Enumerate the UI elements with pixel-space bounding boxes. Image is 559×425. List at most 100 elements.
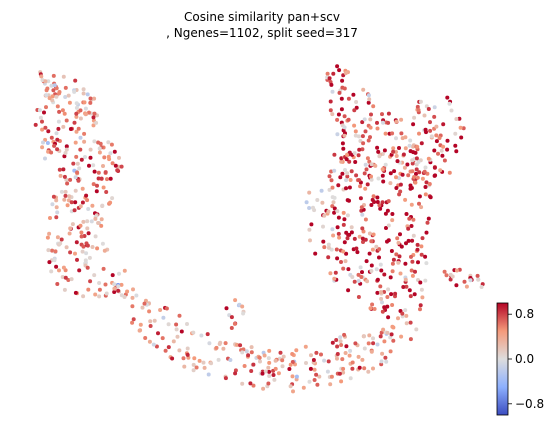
scatter-point	[110, 273, 115, 278]
scatter-point	[375, 126, 380, 131]
scatter-point	[380, 300, 384, 305]
scatter-point	[314, 350, 319, 355]
scatter-point	[404, 321, 409, 326]
scatter-point	[82, 139, 87, 144]
scatter-point	[74, 154, 79, 159]
scatter-point	[72, 89, 77, 94]
scatter-point	[194, 365, 199, 370]
scatter-point	[65, 181, 70, 186]
scatter-point	[326, 245, 331, 250]
scatter-point	[341, 146, 346, 151]
scatter-point	[342, 86, 347, 91]
scatter-point	[311, 205, 315, 210]
scatter-point	[117, 271, 121, 276]
scatter-point	[371, 366, 375, 371]
scatter-point	[90, 245, 95, 249]
scatter-point	[447, 170, 452, 175]
colorbar-gradient	[496, 302, 509, 416]
scatter-point	[349, 230, 354, 235]
scatter-point	[347, 159, 352, 164]
scatter-point	[49, 269, 54, 274]
scatter-point	[37, 108, 42, 113]
scatter-point	[353, 129, 358, 134]
scatter-point	[221, 346, 226, 351]
scatter-point	[112, 290, 117, 294]
scatter-point	[214, 345, 219, 350]
scatter-point	[95, 183, 99, 188]
scatter-point	[62, 197, 67, 202]
scatter-point	[97, 150, 102, 155]
scatter-point	[104, 190, 109, 194]
scatter-point	[119, 293, 124, 298]
scatter-point	[261, 386, 266, 391]
scatter-point	[462, 279, 467, 284]
scatter-point	[308, 366, 313, 371]
scatter-point	[341, 249, 346, 254]
scatter-point	[434, 124, 439, 129]
scatter-point	[414, 327, 419, 332]
scatter-point	[381, 327, 386, 332]
scatter-point	[346, 288, 351, 293]
scatter-point	[72, 120, 77, 125]
scatter-point	[409, 268, 414, 273]
scatter-point	[475, 273, 480, 278]
scatter-point	[358, 196, 363, 201]
scatter-point	[328, 99, 333, 104]
scatter-point	[201, 360, 206, 365]
scatter-point	[382, 339, 387, 344]
scatter-point	[418, 303, 423, 308]
scatter-point	[142, 301, 147, 306]
scatter-point	[54, 198, 59, 203]
scatter-point	[341, 370, 346, 375]
scatter-point	[372, 307, 377, 311]
scatter-point	[367, 251, 372, 256]
scatter-point	[371, 341, 376, 346]
scatter-point	[358, 265, 363, 270]
scatter-point	[388, 349, 393, 354]
scatter-point	[345, 198, 350, 203]
scatter-point	[353, 160, 358, 164]
scatter-point	[468, 278, 473, 283]
scatter-point	[192, 356, 197, 361]
scatter-point	[400, 172, 405, 177]
scatter-point	[280, 358, 285, 363]
scatter-point	[341, 366, 346, 371]
scatter-point	[390, 303, 395, 307]
scatter-point	[291, 389, 295, 394]
scatter-point	[379, 296, 384, 301]
scatter-point	[191, 330, 196, 335]
scatter-point	[73, 251, 77, 256]
scatter-point	[197, 358, 202, 363]
scatter-point	[267, 360, 272, 365]
scatter-point	[357, 147, 362, 152]
scatter-point	[59, 189, 64, 194]
scatter-point	[57, 109, 62, 114]
scatter-point	[354, 246, 359, 251]
scatter-point	[386, 315, 391, 320]
scatter-point	[185, 352, 190, 357]
scatter-point	[406, 226, 411, 231]
scatter-point	[364, 167, 369, 172]
scatter-point	[115, 168, 120, 173]
scatter-point	[383, 162, 388, 167]
scatter-point	[74, 111, 79, 116]
scatter-point	[386, 199, 391, 204]
scatter-point	[266, 365, 271, 370]
scatter-point	[79, 234, 84, 239]
scatter-point	[103, 170, 108, 175]
chart-title-line1: Cosine similarity pan+scv	[184, 10, 340, 24]
scatter-point	[216, 357, 221, 362]
scatter-point	[99, 176, 104, 181]
scatter-point	[92, 273, 97, 278]
scatter-point	[380, 112, 384, 117]
scatter-point	[78, 108, 83, 113]
scatter-point	[304, 361, 308, 365]
scatter-point	[343, 168, 347, 172]
scatter-point	[60, 108, 65, 113]
scatter-point	[61, 124, 66, 129]
scatter-point	[339, 107, 344, 112]
scatter-point	[317, 374, 322, 379]
scatter-point	[98, 141, 103, 146]
scatter-point	[249, 345, 254, 350]
scatter-point	[389, 332, 394, 337]
